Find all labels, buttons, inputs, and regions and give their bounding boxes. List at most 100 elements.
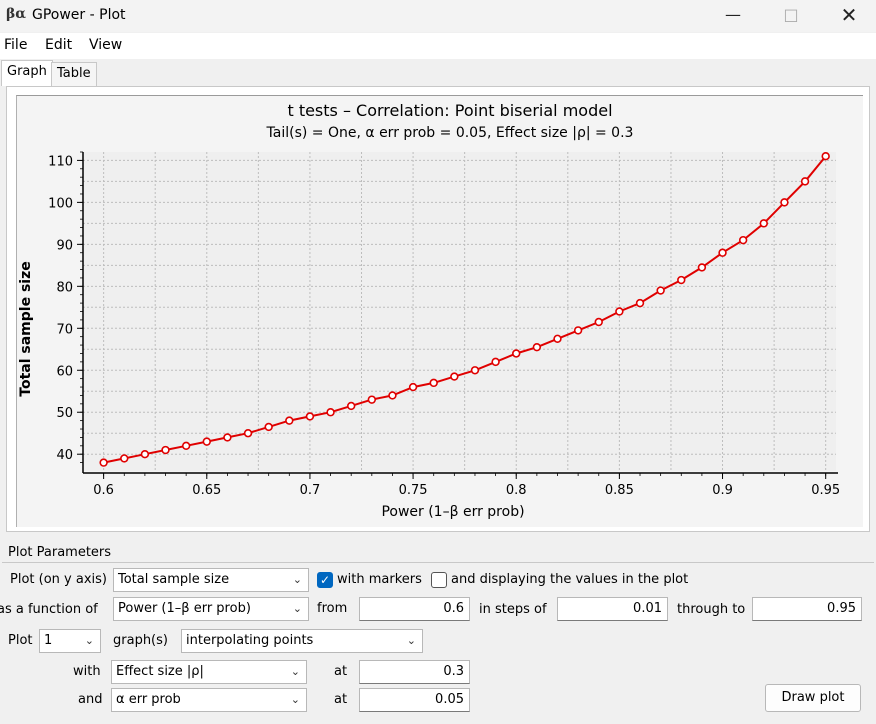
tab-graph[interactable]: Graph — [1, 60, 53, 86]
data-point — [470, 366, 480, 375]
function-of-label: as a function of — [0, 602, 98, 617]
data-point — [759, 219, 768, 228]
data-point — [718, 248, 727, 257]
data-point — [408, 382, 418, 392]
data-point — [780, 198, 789, 207]
data-point — [656, 286, 665, 295]
steps-input[interactable]: 0.01 — [557, 597, 668, 621]
data-point — [594, 317, 603, 327]
close-icon: ✕ — [840, 3, 858, 27]
with-markers-label: with markers — [337, 572, 422, 587]
plot-count-select[interactable]: 1 ⌄ — [39, 629, 101, 653]
tab-table[interactable]: Table — [51, 62, 97, 86]
x-tick-label: 0.85 — [605, 483, 634, 498]
chevron-down-icon: ⌄ — [290, 693, 300, 706]
with-parameter-value: Effect size |ρ| — [116, 664, 204, 679]
data-point — [532, 342, 542, 352]
data-point — [161, 445, 170, 455]
data-point — [615, 307, 624, 316]
x-tick-label: 0.9 — [712, 483, 733, 498]
plot-background — [83, 152, 836, 471]
chart-subtitle: Tail(s) = One, α err prob = 0.05, Effect… — [266, 125, 634, 141]
data-point — [202, 437, 211, 446]
y-tick-label: 50 — [56, 406, 73, 421]
with-at-input[interactable]: 0.3 — [359, 660, 470, 684]
minimize-icon: — — [725, 5, 741, 24]
y-tick-label: 110 — [48, 154, 73, 169]
menu-bar: File Edit View — [0, 33, 876, 59]
data-point — [326, 408, 335, 417]
data-point — [264, 422, 273, 432]
function-of-value: Power (1–β err prob) — [118, 601, 251, 616]
y-tick-label: 90 — [56, 238, 73, 253]
data-point — [305, 412, 315, 421]
x-axis-label: Power (1–β err prob) — [381, 504, 524, 520]
data-point — [388, 391, 397, 400]
maximize-icon: □ — [783, 5, 799, 24]
data-point — [223, 433, 232, 442]
graph-panel: t tests – Correlation: Point biserial mo… — [6, 86, 870, 532]
and-parameter-select[interactable]: α err prob ⌄ — [111, 688, 307, 712]
data-point — [738, 235, 748, 245]
y-tick-label: 80 — [56, 280, 73, 295]
data-point — [285, 416, 294, 425]
data-point — [821, 151, 830, 161]
data-point — [346, 401, 356, 411]
chevron-down-icon: ⌄ — [290, 665, 300, 678]
graph-mode-value: interpolating points — [186, 633, 314, 648]
minimize-button[interactable]: — — [710, 0, 756, 32]
with-label: with — [73, 664, 101, 679]
chevron-down-icon: ⌄ — [292, 573, 302, 586]
data-point — [573, 326, 583, 335]
plot-label: Plot — [8, 633, 33, 648]
data-point — [450, 372, 459, 381]
from-input[interactable]: 0.6 — [359, 597, 470, 621]
with-parameter-select[interactable]: Effect size |ρ| ⌄ — [111, 660, 307, 684]
plot-count-value: 1 — [44, 633, 53, 648]
steps-label: in steps of — [479, 602, 547, 617]
at-label: at — [334, 664, 348, 679]
graphs-label: graph(s) — [113, 633, 168, 648]
data-point — [635, 298, 645, 308]
menu-file[interactable]: File — [4, 37, 28, 53]
and-at-input[interactable]: 0.05 — [359, 688, 470, 712]
data-point — [512, 349, 521, 358]
app-icon: βα — [6, 6, 27, 22]
chevron-down-icon: ⌄ — [292, 602, 302, 615]
menu-edit[interactable]: Edit — [45, 37, 73, 53]
group-divider — [2, 562, 874, 563]
checkmark-icon: ✓ — [319, 573, 331, 587]
graph-mode-select[interactable]: interpolating points ⌄ — [181, 629, 423, 653]
plot-parameters-group: Plot Parameters Plot (on y axis) Total s… — [0, 540, 876, 724]
close-button[interactable]: ✕ — [826, 0, 872, 32]
through-input[interactable]: 0.95 — [752, 597, 862, 621]
y-tick-label: 40 — [56, 448, 73, 463]
axes — [82, 152, 838, 474]
data-point — [120, 454, 129, 463]
menu-view[interactable]: View — [89, 37, 123, 53]
tick-marks — [77, 151, 827, 479]
with-markers-checkbox[interactable]: ✓ — [317, 572, 333, 588]
display-values-checkbox[interactable] — [431, 572, 447, 588]
data-markers — [99, 151, 830, 467]
from-label: from — [317, 601, 348, 616]
function-of-select[interactable]: Power (1–β err prob) ⌄ — [113, 597, 309, 621]
y-axis-label: Total sample size — [18, 261, 34, 396]
data-point — [677, 275, 686, 285]
x-tick-label: 0.6 — [93, 483, 114, 498]
plot-on-y-select[interactable]: Total sample size ⌄ — [113, 568, 309, 592]
chevron-down-icon: ⌄ — [406, 634, 416, 647]
and-label: and — [78, 692, 103, 707]
x-tick-label: 0.8 — [506, 483, 527, 498]
draw-plot-button[interactable]: Draw plot — [765, 684, 861, 712]
maximize-button[interactable]: □ — [768, 0, 814, 32]
chart-title: t tests – Correlation: Point biserial mo… — [287, 101, 612, 120]
x-tick-label: 0.65 — [192, 483, 221, 498]
grid-lines — [83, 152, 836, 471]
data-point — [140, 450, 150, 459]
data-point — [99, 458, 108, 467]
x-tick-label: 0.75 — [399, 483, 428, 498]
plot-parameters-title: Plot Parameters — [8, 545, 112, 560]
data-point — [429, 378, 438, 388]
x-tick-label: 0.7 — [300, 483, 321, 498]
